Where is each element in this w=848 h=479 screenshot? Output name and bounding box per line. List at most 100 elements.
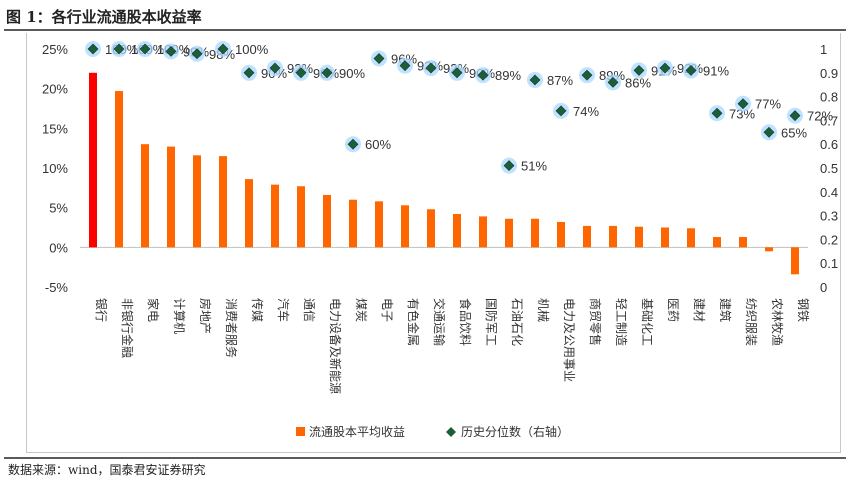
bar [401, 205, 409, 248]
point-marker [347, 138, 359, 150]
bar [609, 225, 617, 248]
point-marker [477, 69, 489, 81]
bar [115, 91, 123, 248]
x-tick-label: 房地产 [198, 298, 213, 334]
y-left-tick-label: 0% [49, 240, 68, 255]
y-left-tick-label: 5% [49, 201, 68, 216]
bar [167, 146, 175, 248]
x-tick-label: 轻工制造 [614, 298, 628, 346]
point-label: 51% [521, 159, 547, 174]
point-marker [295, 67, 307, 79]
x-tick-label: 建筑 [718, 298, 733, 322]
bar [713, 237, 721, 248]
y-right-tick-label: 0.6 [820, 137, 838, 152]
x-tick-label: 通信 [302, 298, 316, 322]
x-tick-label: 传媒 [250, 298, 265, 322]
x-tick-label: 农林牧渔 [770, 298, 784, 346]
point-marker [87, 43, 99, 55]
x-tick-label: 基础化工 [640, 298, 654, 346]
x-tick-label: 钢铁 [796, 298, 810, 322]
point-marker [763, 126, 775, 138]
x-tick-label: 汽车 [276, 298, 291, 322]
bar [375, 201, 383, 248]
point-marker [659, 62, 671, 74]
point-marker [633, 64, 645, 76]
x-tick-label: 电力及公用事业 [562, 298, 576, 382]
bar [453, 214, 461, 248]
point-label: 86% [625, 75, 651, 90]
bar [193, 155, 201, 248]
point-label: 72% [807, 109, 833, 124]
legend-swatch-points [446, 427, 456, 437]
point-marker [529, 74, 541, 86]
x-tick-label: 建材 [692, 298, 706, 322]
y-right-tick-label: 0.3 [820, 209, 838, 224]
point-marker [503, 160, 515, 172]
y-right-tick-label: 1 [820, 42, 827, 57]
point-marker [607, 76, 619, 88]
bar [635, 226, 643, 248]
bar [323, 194, 331, 248]
x-tick-label: 机械 [536, 298, 551, 322]
y-right-tick-label: 0.9 [820, 66, 838, 81]
x-tick-label: 商贸零售 [588, 298, 603, 346]
point-marker [243, 67, 255, 79]
point-label: 77% [755, 97, 781, 112]
x-tick-label: 银行 [94, 298, 108, 322]
point-label: 60% [365, 137, 391, 152]
point-marker [269, 62, 281, 74]
y-right-tick-label: 0.2 [820, 232, 838, 247]
point-marker [555, 105, 567, 117]
point-marker [789, 110, 801, 122]
y-left-tick-label: -5% [45, 280, 69, 295]
bar [739, 237, 747, 248]
bar [765, 247, 773, 252]
point-marker [373, 53, 385, 64]
x-tick-label: 计算机 [172, 298, 187, 334]
x-tick-label: 石油石化 [510, 298, 524, 346]
bar [557, 221, 565, 248]
bar [661, 227, 669, 248]
x-tick-label: 电力设备及新能源 [328, 298, 343, 394]
bar [583, 225, 591, 248]
bar [531, 218, 539, 248]
point-marker [737, 98, 749, 110]
point-marker [399, 60, 411, 72]
point-label: 73% [729, 106, 755, 121]
point-label: 65% [781, 125, 807, 140]
bar [141, 144, 149, 248]
bar [479, 216, 487, 248]
x-tick-label: 纺织服装 [744, 298, 758, 346]
x-tick-label: 家电 [146, 298, 161, 322]
legend-label-bars: 流通股本平均收益 [309, 425, 405, 439]
x-tick-label: 煤炭 [354, 298, 368, 322]
y-left-tick-label: 15% [42, 121, 68, 136]
x-tick-label: 电子 [380, 298, 394, 322]
point-marker [165, 45, 177, 57]
y-right-tick-label: 0.5 [820, 161, 838, 176]
point-label: 90% [339, 66, 365, 81]
y-left-tick-label: 20% [42, 82, 68, 97]
figure-title: 图 1：各行业流通股本收益率 [6, 8, 202, 26]
point-marker [581, 69, 593, 81]
point-label: 74% [573, 104, 599, 119]
bar [271, 184, 279, 248]
x-tick-label: 食品饮料 [458, 298, 473, 346]
bar [427, 209, 435, 248]
x-tick-label: 消费者服务 [224, 298, 239, 358]
y-right-tick-label: 0.1 [820, 256, 838, 271]
source-note: 数据来源：wind，国泰君安证券研究 [8, 463, 206, 477]
y-left-tick-label: 10% [42, 161, 68, 176]
point-marker [451, 67, 463, 79]
bar [791, 247, 799, 275]
point-marker [685, 64, 697, 76]
x-tick-label: 国防军工 [484, 298, 499, 346]
y-right-tick-label: 0.4 [820, 185, 838, 200]
point-label: 100% [235, 42, 269, 57]
point-label: 91% [703, 63, 729, 78]
chart-frame [26, 33, 841, 453]
bar [349, 199, 357, 248]
y-right-tick-label: 0.7 [820, 113, 838, 128]
title-divider [4, 29, 846, 31]
